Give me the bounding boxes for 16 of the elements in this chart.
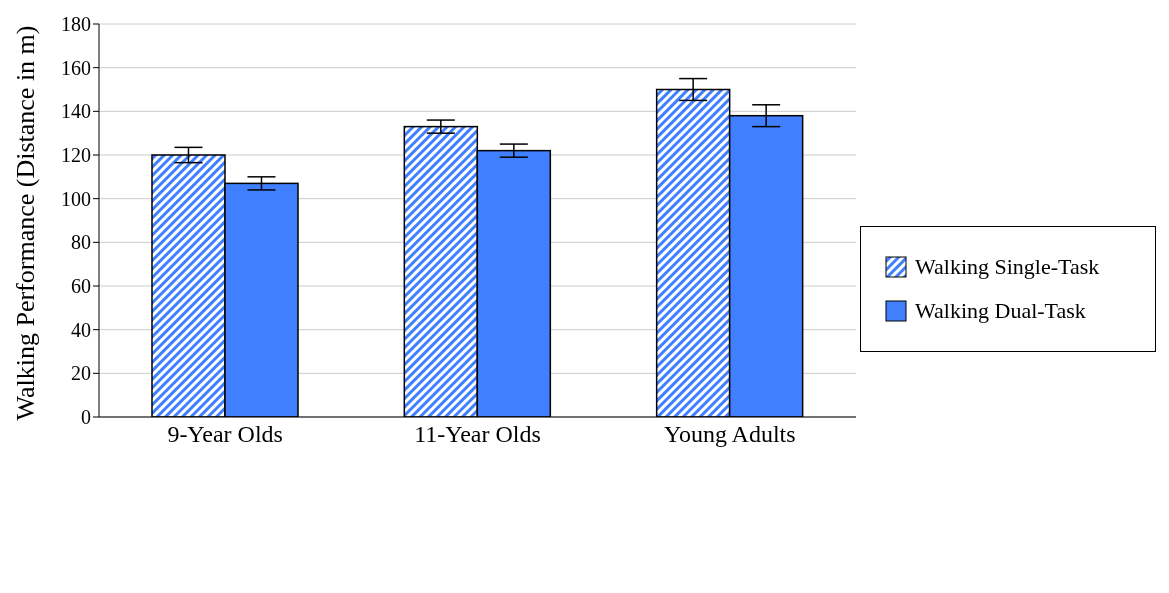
x-tick-label: Young Adults [664,421,796,448]
x-tick-label: 11-Year Olds [414,421,541,448]
y-tick-label: 160 [61,56,91,79]
y-tick-label: 40 [71,318,91,341]
y-tick-label: 20 [71,362,91,385]
legend-label: Walking Single-Task [915,253,1100,281]
y-tick-label: 180 [61,13,91,36]
y-tick-label: 0 [81,406,91,429]
y-tick-label: 140 [61,100,91,123]
y-tick-label: 100 [61,187,91,210]
y-tick-label: 60 [71,275,91,298]
y-axis-title: Walking Performance (Distance in m) [11,25,41,421]
x-tick-label: 9-Year Olds [167,421,283,448]
legend-label: Walking Dual-Task [915,297,1086,325]
y-tick-label: 80 [71,231,91,254]
y-tick-label: 120 [61,144,91,167]
